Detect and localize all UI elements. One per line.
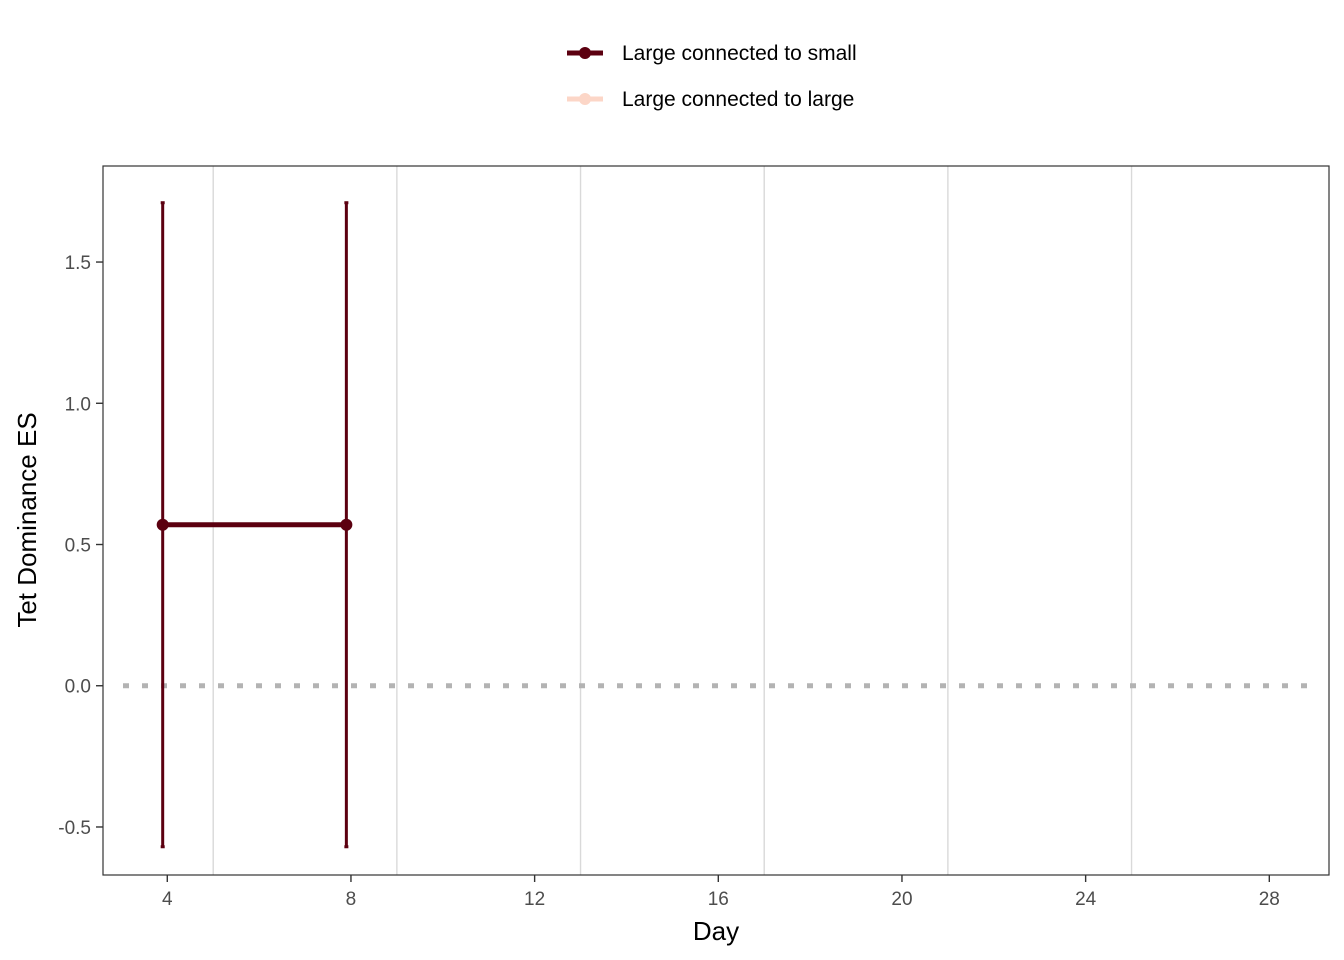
plot-panel-border	[102, 165, 1330, 876]
y-tick-label: -0.5	[58, 818, 91, 839]
series-1	[156, 201, 353, 849]
data-point	[156, 518, 169, 531]
legend-label: Large connected to small	[622, 42, 857, 65]
x-tick-label: 8	[346, 889, 357, 910]
x-tick-label: 12	[524, 889, 545, 910]
y-axis: -0.5 0.0 0.5 1.0 1.5	[58, 253, 103, 839]
y-tick-label: 0.5	[65, 536, 91, 557]
x-tick-label: 16	[708, 889, 729, 910]
series-layer	[156, 201, 353, 849]
y-axis-title: Tet Dominance ES	[12, 412, 42, 627]
legend-key-point	[579, 47, 591, 59]
y-tick-label: 1.0	[65, 394, 91, 415]
x-axis: 4 8 12 16 20 24 28	[162, 875, 1280, 910]
legend-item-2: Large connected to large	[567, 88, 854, 111]
x-tick-label: 4	[162, 889, 173, 910]
legend: Large connected to small Large connected …	[567, 42, 857, 111]
x-tick-label: 28	[1259, 889, 1280, 910]
legend-item-1: Large connected to small	[567, 42, 857, 65]
x-axis-title: Day	[693, 916, 739, 946]
legend-label: Large connected to large	[622, 88, 854, 111]
legend-key-point	[579, 93, 591, 105]
y-tick-label: 0.0	[65, 677, 91, 698]
gridlines	[212, 166, 1133, 875]
y-tick-label: 1.5	[65, 253, 91, 274]
x-tick-label: 20	[891, 889, 912, 910]
data-point	[340, 518, 353, 531]
x-tick-label: 24	[1075, 889, 1097, 910]
